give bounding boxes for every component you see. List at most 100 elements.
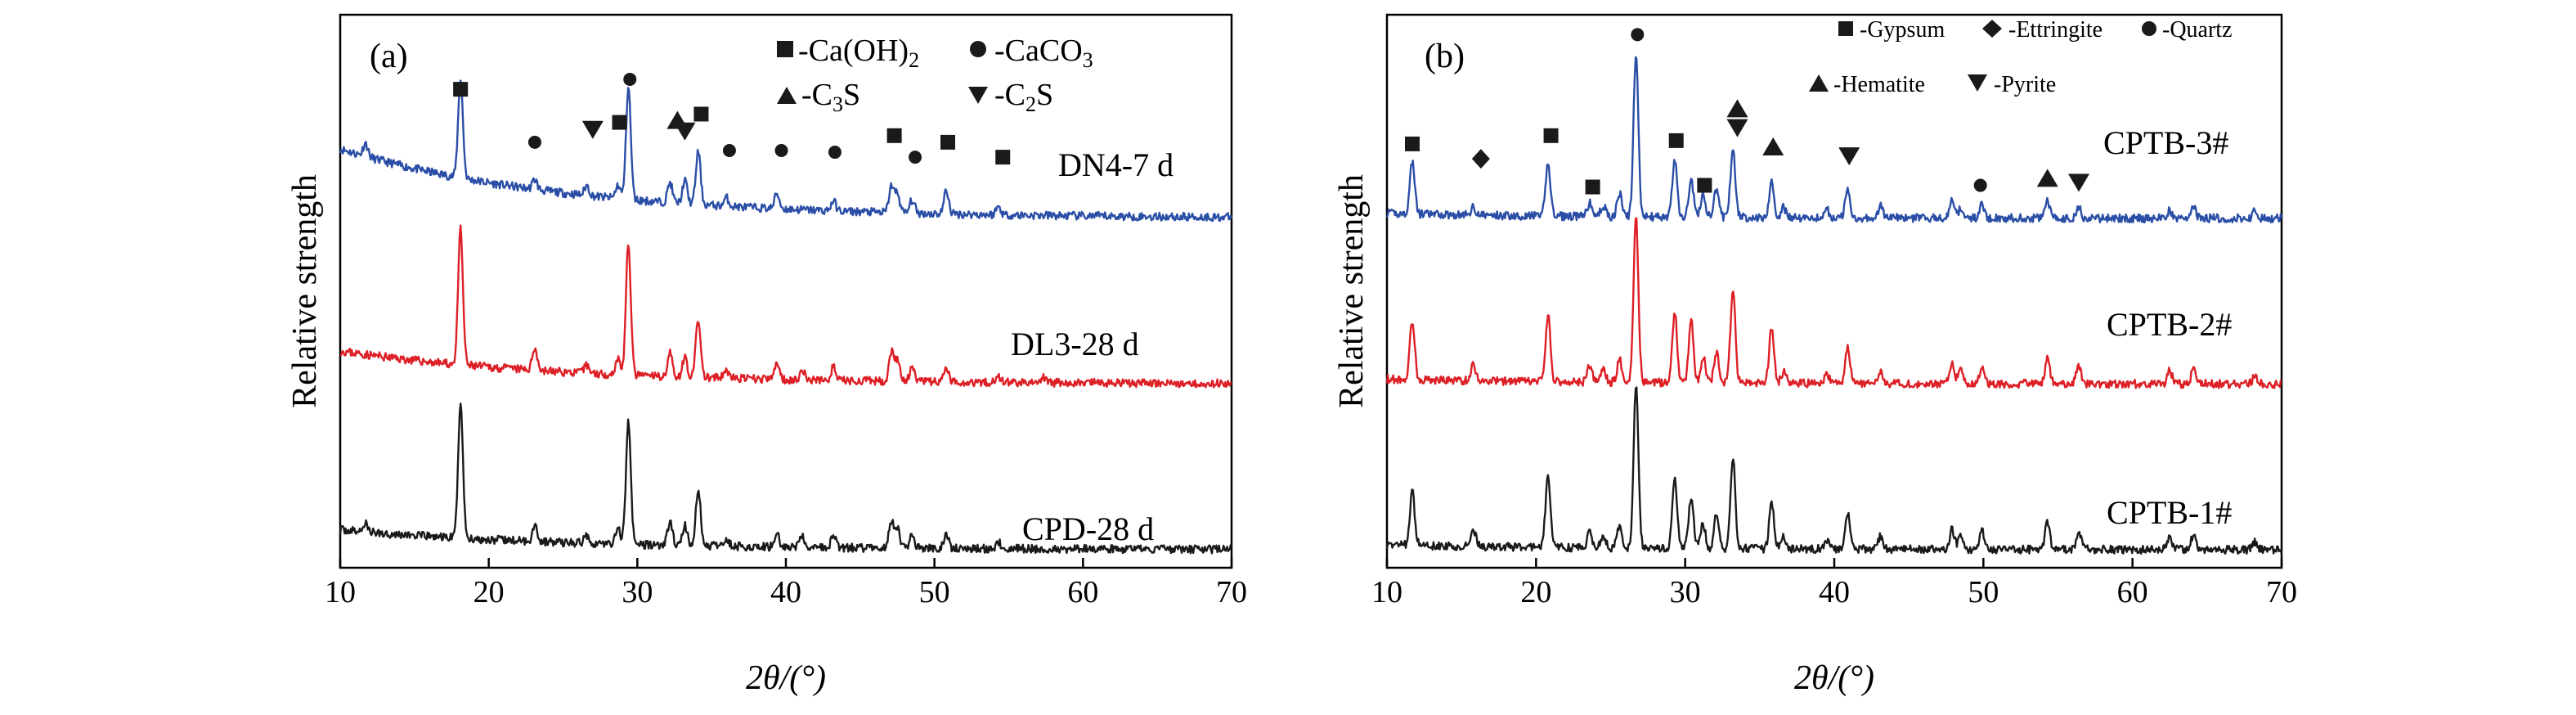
phase-marker-triangle-down (674, 122, 696, 141)
legend-gypsum-marker (1838, 21, 1853, 36)
legend-item-c3s: -C3S (801, 78, 860, 116)
phase-marker-square (1697, 178, 1712, 193)
marker-layer-b (1404, 28, 2090, 195)
legend-sub-c3s: 3 (832, 92, 843, 116)
phase-marker-triangle-up (1762, 137, 1784, 155)
legend-item-pyrite: -Pyrite (1994, 72, 2056, 97)
legend-item-hematite: -Hematite (1833, 72, 1925, 97)
phase-marker-triangle-down (581, 120, 604, 139)
phase-marker-square (995, 150, 1011, 165)
series-line-dn4-7-d (339, 79, 1233, 223)
legend-text-caco3: -CaCO (994, 34, 1083, 68)
phase-marker-square (693, 106, 709, 122)
x-tick-label: 20 (473, 575, 505, 609)
legend-sub-c2s: 2 (1025, 92, 1036, 116)
phase-marker-circle (828, 146, 841, 160)
phase-marker-circle (527, 135, 541, 149)
legend-quartz-marker (2142, 21, 2156, 36)
plot-frame-b (1385, 13, 2283, 569)
x-axis-label-a: 2θ/(°) (746, 659, 826, 697)
phase-marker-square (1668, 133, 1684, 148)
legend-sub-caco3: 3 (1083, 48, 1093, 72)
x-tick-label: 50 (1968, 575, 1999, 609)
x-tick-label: 50 (919, 575, 950, 609)
panel-label-a: (a) (370, 38, 408, 75)
x-axis-label-b: 2θ/(°) (1794, 659, 1874, 697)
phase-marker-square (1585, 179, 1600, 195)
legend-rest-c2s: S (1036, 78, 1053, 112)
phase-marker-triangle-down (1838, 147, 1860, 166)
panel-b: 10 20 30 40 50 60 70 (b) 2θ/(°) Relative stren… (1333, 13, 2297, 697)
phase-marker-diamond (1471, 149, 1490, 169)
legend-triangle-up-marker-a (777, 87, 797, 104)
panel-label-b: (b) (1425, 38, 1465, 75)
legend-item-ettringite: -Ettringite (2008, 17, 2103, 43)
legend-text-c3s: -C (801, 78, 832, 112)
panel-a: 10 20 30 40 50 60 70 (a) 2θ/(°) Relative stren… (286, 13, 1247, 697)
phase-marker-square (886, 128, 902, 143)
x-tick-label: 60 (2117, 575, 2148, 609)
legend-text-caoh2: -Ca(OH) (798, 34, 909, 68)
phase-marker-square (1404, 136, 1420, 151)
x-axis-ticks-a: 10 20 30 40 50 60 70 (325, 558, 1247, 609)
phase-marker-square (612, 115, 627, 130)
phase-marker-circle (909, 151, 922, 164)
legend-item-c2s: -C2S (994, 78, 1053, 116)
series-line-dl3-28-d (339, 224, 1232, 389)
series-label-cptb-1: CPTB-1# (2107, 494, 2232, 531)
x-tick-label: 10 (325, 575, 356, 609)
series-label-cptb-2: CPTB-2# (2107, 306, 2232, 343)
phase-marker-square (1543, 128, 1559, 143)
series-line-cptb-2 (1385, 217, 2282, 389)
legend-triangle-down-marker-a (968, 87, 988, 104)
legend-square-marker-a (777, 41, 793, 57)
legend-item-gypsum: -Gypsum (1860, 17, 1945, 43)
phase-marker-triangle-down (1726, 119, 1748, 137)
series-layer-b (1385, 56, 2283, 555)
legend-circle-marker-a (970, 41, 986, 57)
phase-marker-circle (1631, 28, 1645, 42)
x-tick-label: 40 (1819, 575, 1850, 609)
series-label-cpd-28d: CPD-28 d (1022, 510, 1154, 547)
phase-marker-circle (722, 144, 736, 158)
x-tick-label: 30 (622, 575, 653, 609)
legend-a: -Ca(OH)2 -CaCO3 -C3S -C2S (777, 34, 1093, 116)
phase-marker-square (453, 82, 469, 97)
x-axis-ticks-b: 10 20 30 40 50 60 70 (1371, 558, 2297, 609)
series-label-dn4-7d: DN4-7 d (1058, 146, 1174, 183)
legend-b: -Gypsum -Ettringite -Quartz -Hematite -P… (1809, 17, 2233, 97)
series-layer-a (339, 79, 1233, 555)
x-axis-label-a-text: 2θ/(°) (746, 659, 826, 697)
x-tick-label: 40 (770, 575, 801, 609)
x-tick-label: 70 (1216, 575, 1247, 609)
series-line-cptb-1 (1385, 386, 2283, 555)
phase-marker-square (940, 134, 956, 150)
phase-marker-triangle-up (2036, 169, 2058, 187)
phase-marker-circle (623, 72, 637, 86)
x-axis-label-b-text: 2θ/(°) (1794, 659, 1874, 697)
legend-pyrite-marker (1968, 74, 1987, 92)
legend-item-caoh2: -Ca(OH)2 (798, 34, 919, 72)
y-axis-label-b: Relative strength (1333, 174, 1371, 408)
marker-layer-a (453, 72, 1011, 165)
x-tick-label: 10 (1371, 575, 1402, 609)
legend-ettringite-marker (1982, 20, 2002, 38)
x-tick-label: 70 (2266, 575, 2297, 609)
phase-marker-circle (1973, 178, 1987, 192)
phase-marker-triangle-down (2068, 173, 2090, 192)
phase-marker-triangle-up (1726, 99, 1748, 118)
legend-rest-c3s: S (843, 78, 860, 112)
x-tick-label: 30 (1670, 575, 1701, 609)
y-axis-label-a: Relative strength (286, 174, 324, 408)
legend-item-quartz: -Quartz (2162, 17, 2233, 43)
legend-item-caco3: -CaCO3 (994, 34, 1093, 72)
x-tick-label: 60 (1067, 575, 1098, 609)
x-tick-label: 20 (1520, 575, 1551, 609)
phase-marker-circle (774, 144, 788, 158)
series-line-cpd-28-d (339, 402, 1233, 555)
legend-sub-caoh2: 2 (909, 48, 919, 72)
series-label-dl3-28d: DL3-28 d (1011, 326, 1139, 362)
series-line-cptb-3 (1385, 56, 2283, 223)
legend-hematite-marker (1809, 74, 1829, 92)
